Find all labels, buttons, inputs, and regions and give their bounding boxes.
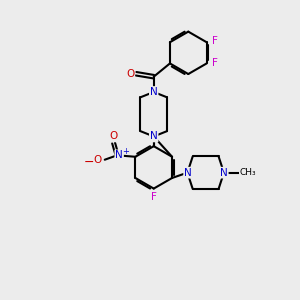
Text: F: F bbox=[151, 192, 157, 203]
Text: O: O bbox=[93, 155, 101, 165]
Text: O: O bbox=[110, 131, 118, 142]
Text: F: F bbox=[212, 36, 218, 46]
Text: F: F bbox=[212, 58, 218, 68]
Text: N: N bbox=[220, 168, 228, 178]
Text: CH₃: CH₃ bbox=[240, 168, 256, 177]
Text: −: − bbox=[84, 156, 95, 169]
Text: N: N bbox=[115, 150, 123, 160]
Text: N: N bbox=[150, 87, 158, 97]
Text: N: N bbox=[150, 131, 158, 142]
Text: +: + bbox=[122, 147, 129, 156]
Text: N: N bbox=[184, 168, 192, 178]
Text: O: O bbox=[126, 69, 134, 79]
